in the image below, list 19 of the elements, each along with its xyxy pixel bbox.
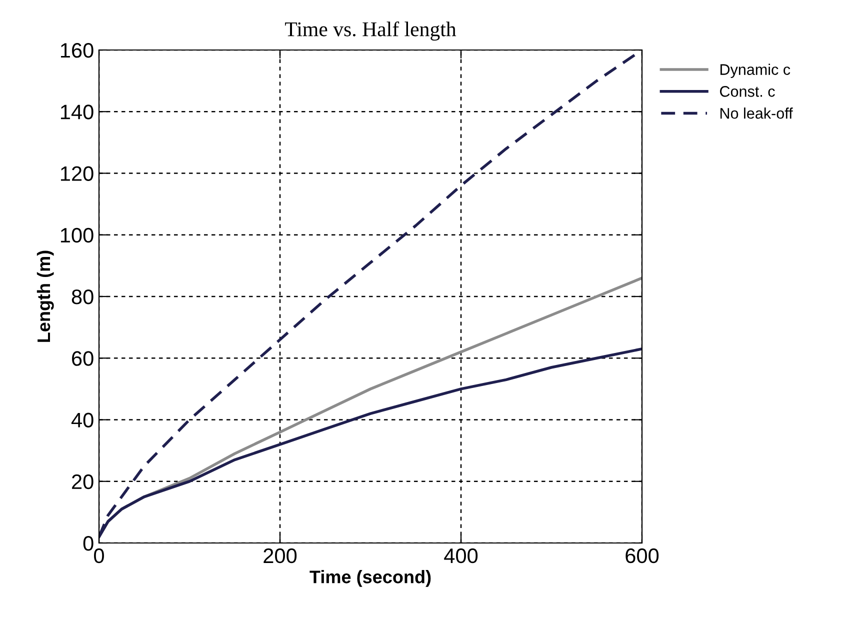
y-tick-label: 160 bbox=[60, 43, 94, 58]
x-tick-label: 600 bbox=[626, 548, 659, 564]
x-tick-label: 200 bbox=[264, 548, 297, 564]
chart-title: Time vs. Half length bbox=[285, 21, 456, 41]
y-tick-label: 140 bbox=[60, 104, 94, 120]
legend-label: Const. c bbox=[720, 86, 775, 97]
y-tick-label: 0 bbox=[83, 536, 94, 551]
x-tick-label: 0 bbox=[94, 548, 104, 564]
y-axis-title: Length (m) bbox=[36, 250, 54, 342]
x-axis-title: Time (second) bbox=[310, 570, 431, 587]
y-tick-label: 60 bbox=[72, 351, 94, 366]
legend-label: No leak-off bbox=[720, 108, 793, 119]
y-tick-label: 80 bbox=[72, 290, 94, 304]
y-tick-label: 120 bbox=[60, 166, 94, 182]
y-tick-label: 40 bbox=[71, 412, 94, 428]
x-tick-label: 400 bbox=[444, 548, 478, 564]
y-tick-label: 100 bbox=[60, 228, 94, 243]
y-tick-label: 20 bbox=[72, 474, 94, 490]
legend-label: Dynamic c bbox=[720, 64, 790, 78]
